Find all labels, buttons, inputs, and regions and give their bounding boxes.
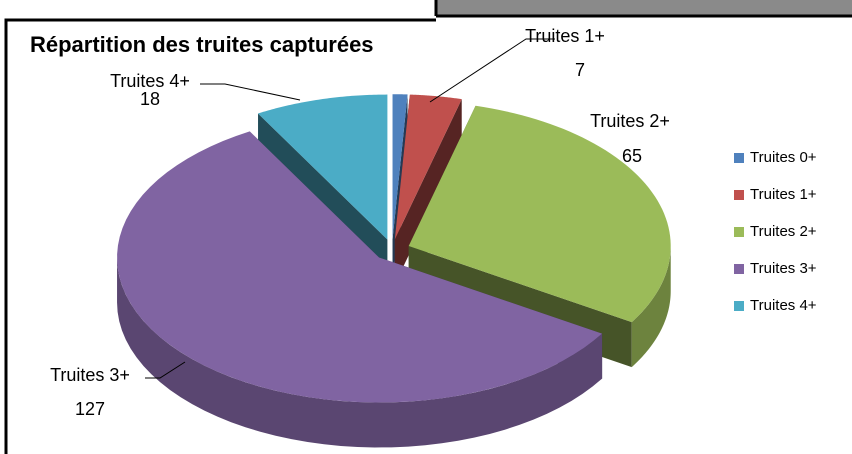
legend-swatch bbox=[734, 264, 744, 274]
leader-line bbox=[200, 83, 301, 101]
legend-label: Truites 3+ bbox=[750, 260, 817, 277]
map-border bbox=[434, 0, 852, 18]
data-label-name: Truites 2+ bbox=[590, 111, 670, 131]
data-label-value: 7 bbox=[575, 60, 585, 80]
pie bbox=[117, 94, 671, 448]
legend-label: Truites 2+ bbox=[750, 223, 817, 240]
slice-top bbox=[117, 131, 603, 403]
slice-side bbox=[117, 257, 603, 448]
legend-label: Truites 0+ bbox=[750, 149, 817, 166]
legend-swatch bbox=[734, 153, 744, 163]
leader-line bbox=[145, 361, 186, 379]
slice-top bbox=[394, 94, 462, 240]
slice-wall bbox=[394, 99, 462, 285]
legend-swatch bbox=[734, 301, 744, 311]
data-label-name: Truites 3+ bbox=[50, 365, 130, 385]
chart-title: Répartition des truites capturées bbox=[30, 32, 374, 57]
slice-top bbox=[258, 94, 388, 240]
legend-swatch bbox=[734, 227, 744, 237]
map-fragment bbox=[436, 0, 852, 16]
leader-line bbox=[429, 38, 555, 103]
data-label-value: 65 bbox=[622, 146, 642, 166]
slice-top bbox=[392, 94, 408, 240]
data-label-name: Truites 4+ bbox=[110, 71, 190, 91]
legend-label: Truites 1+ bbox=[750, 186, 817, 203]
slice bbox=[394, 94, 462, 285]
data-label-value: 18 bbox=[140, 89, 160, 109]
legend-label: Truites 4+ bbox=[750, 297, 817, 314]
slice-top bbox=[408, 105, 671, 323]
data-label-name: Truites 1+ bbox=[525, 26, 605, 46]
slice bbox=[117, 131, 603, 448]
chart-border bbox=[4, 18, 436, 454]
legend-swatch bbox=[734, 190, 744, 200]
slice-side bbox=[631, 245, 671, 368]
data-label-value: 127 bbox=[75, 399, 105, 419]
